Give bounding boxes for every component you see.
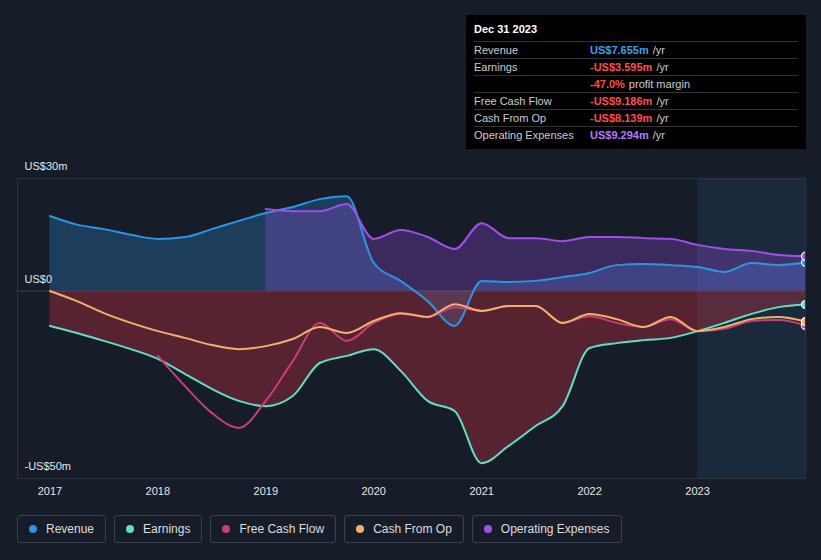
html-text:Earnings: Earnings	[143, 522, 191, 536]
html-text:-US$8.139m /yr: -US$8.139m /yr	[590, 112, 669, 124]
html-text:-47.0% profit margin: -47.0% profit margin	[590, 78, 690, 90]
html-text:Revenue: Revenue	[46, 522, 94, 536]
html-text:-US$3.595m /yr: -US$3.595m /yr	[590, 61, 669, 73]
svg-text:-US$50m: -US$50m	[25, 460, 71, 472]
html-text:-US$9.186m /yr: -US$9.186m /yr	[590, 95, 669, 107]
html-text:Cash From Op: Cash From Op	[474, 112, 547, 124]
svg-text:2020: 2020	[361, 485, 385, 497]
html-text:Revenue: Revenue	[474, 44, 518, 56]
svg-text:2017: 2017	[38, 485, 62, 497]
svg-text:US$0: US$0	[25, 273, 53, 285]
html-text:Free Cash Flow: Free Cash Flow	[239, 522, 325, 536]
svg-text:2018: 2018	[146, 485, 170, 497]
html-text:US$7.655m /yr: US$7.655m /yr	[590, 44, 665, 56]
svg-text:2022: 2022	[577, 485, 601, 497]
svg-text:2023: 2023	[685, 485, 709, 497]
html-text:Operating Expenses: Operating Expenses	[500, 522, 610, 536]
html-text:Cash From Op: Cash From Op	[373, 522, 452, 536]
html-text:Operating Expenses: Operating Expenses	[474, 129, 574, 141]
html-text:Free Cash Flow: Free Cash Flow	[474, 95, 552, 107]
svg-text:2019: 2019	[254, 485, 278, 497]
svg-text:2021: 2021	[469, 485, 493, 497]
html-text:US$9.294m /yr: US$9.294m /yr	[590, 129, 665, 141]
html-text:Earnings: Earnings	[474, 61, 518, 73]
svg-text:US$30m: US$30m	[25, 160, 68, 172]
html-text:Dec 31 2023: Dec 31 2023	[474, 23, 537, 35]
